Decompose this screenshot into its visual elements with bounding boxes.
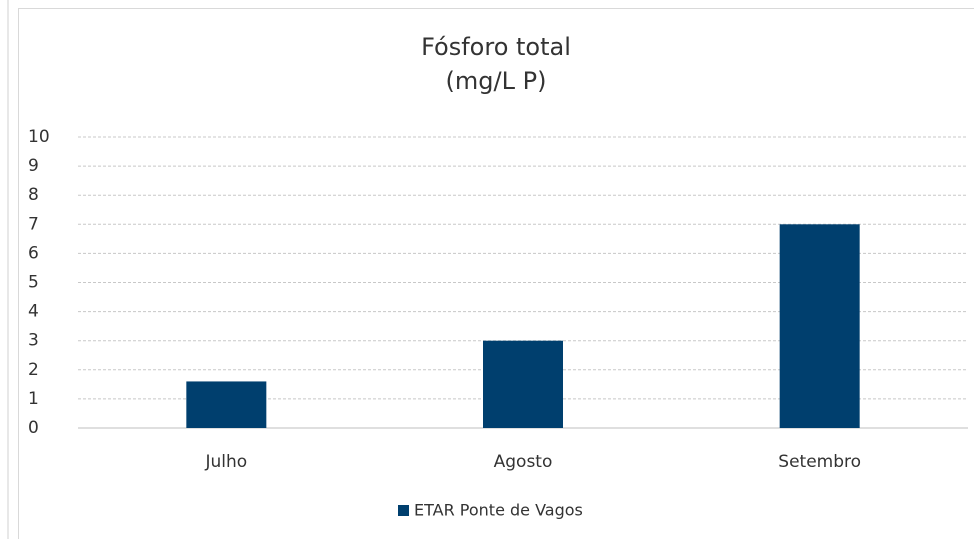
y-tick-label: 4 [28,302,39,322]
y-tick-label: 10 [28,127,50,147]
y-tick-label: 0 [28,418,39,438]
y-tick-label: 3 [28,331,39,351]
x-tick-label: Agosto [494,452,553,472]
y-tick-label: 7 [28,214,39,234]
y-tick-label: 9 [28,156,39,176]
y-tick-label: 8 [28,185,39,205]
y-tick-label: 6 [28,243,39,263]
chart-title: Fósforo total [421,33,571,61]
y-tick-label: 2 [28,360,39,380]
y-tick-label: 5 [28,273,39,293]
x-tick-label: Julho [204,452,247,472]
bar [186,381,267,428]
legend-swatch [398,505,409,516]
bar [779,224,860,428]
x-tick-label: Setembro [778,452,861,472]
chart-subtitle: (mg/L P) [446,67,547,95]
y-tick-label: 1 [28,389,39,409]
bar [483,340,563,428]
legend-label: ETAR Ponte de Vagos [414,501,583,520]
